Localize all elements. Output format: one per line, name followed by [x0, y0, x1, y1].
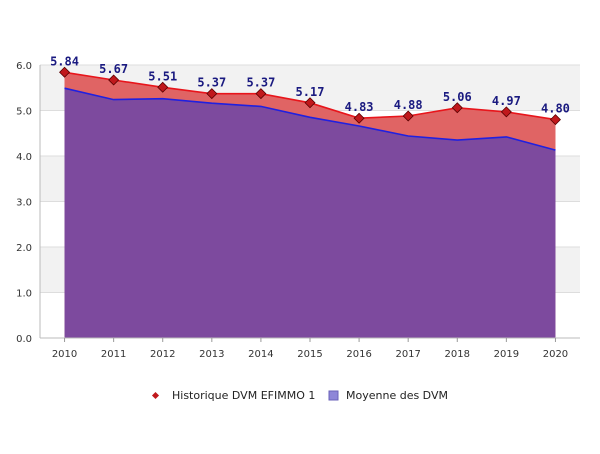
y-tick-label: 2.0 — [16, 243, 32, 254]
y-tick-label: 3.0 — [16, 198, 32, 209]
data-point-marker — [304, 97, 316, 109]
data-point-marker — [108, 74, 120, 86]
y-tick-label: 5.0 — [16, 107, 32, 118]
data-point-marker — [451, 102, 463, 114]
data-label: 5.37 — [197, 76, 226, 90]
legend-item-moyenne[interactable]: Moyenne des DVM — [328, 389, 448, 402]
data-label: 5.17 — [296, 85, 325, 99]
y-tick-label: 0.0 — [16, 334, 32, 345]
data-point-marker — [157, 81, 169, 93]
x-tick-label: 2011 — [101, 349, 126, 360]
y-tick-label: 6.0 — [16, 61, 32, 72]
data-label: 5.84 — [50, 54, 79, 68]
x-tick-label: 2012 — [150, 349, 175, 360]
data-point-marker — [500, 106, 512, 118]
series-area-1 — [64, 88, 556, 338]
data-point-marker — [59, 66, 71, 78]
axes: 2010 2011 2012 2013 2014 2015 2016 2017 2018 2019… — [39, 65, 580, 360]
y-tick-label: 1.0 — [16, 289, 32, 300]
x-tick-label: 2018 — [445, 349, 470, 360]
data-point-marker — [402, 110, 414, 122]
data-label: 5.37 — [246, 76, 275, 90]
data-label: 4.83 — [345, 100, 374, 114]
data-label: 4.97 — [492, 94, 521, 108]
legend-marker-square — [328, 390, 339, 401]
series-layer — [59, 66, 561, 339]
data-point-marker — [206, 88, 218, 100]
y-tick-label: 4.0 — [16, 152, 32, 163]
data-label: 4.88 — [394, 98, 423, 112]
x-tick-label: 2010 — [52, 349, 77, 360]
data-label: 5.06 — [443, 90, 472, 104]
legend: Historique DVM EFIMMO 1 Moyenne des DVM — [151, 389, 448, 402]
data-label: 4.80 — [541, 102, 570, 116]
x-tick-label: 2014 — [248, 349, 273, 360]
x-tick-label: 2019 — [494, 349, 519, 360]
x-tick-label: 2015 — [297, 349, 322, 360]
data-label: 5.51 — [148, 69, 177, 83]
x-tick-label: 2017 — [395, 349, 420, 360]
legend-marker-diamond — [151, 391, 160, 400]
data-point-marker — [549, 114, 561, 126]
legend-label-moyenne: Moyenne des DVM — [346, 389, 448, 402]
series-line-1 — [64, 87, 556, 151]
data-labels: 5.84 5.67 5.51 5.37 5.37 5.17 4.83 4.88 5.06 4.97… — [50, 54, 570, 115]
x-tick-label: 2020 — [543, 349, 568, 360]
data-point-marker — [255, 88, 267, 100]
legend-label-historique: Historique DVM EFIMMO 1 — [172, 389, 315, 402]
legend-item-historique[interactable]: Historique DVM EFIMMO 1 — [151, 389, 315, 402]
data-label: 5.67 — [99, 62, 128, 76]
x-tick-label: 2016 — [346, 349, 371, 360]
data-point-marker — [353, 112, 365, 124]
x-tick-label: 2013 — [199, 349, 224, 360]
